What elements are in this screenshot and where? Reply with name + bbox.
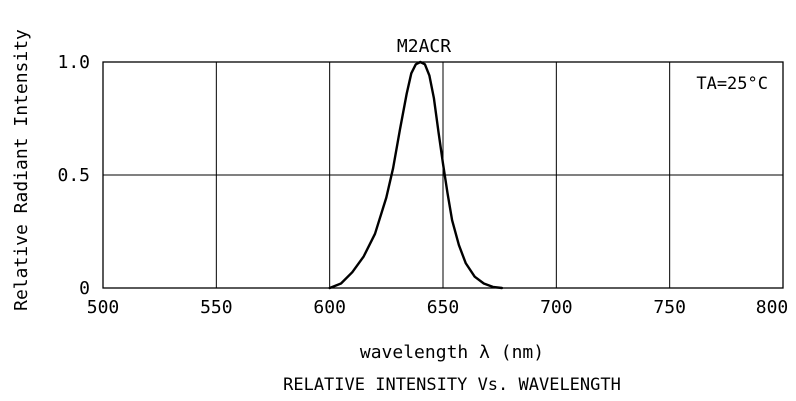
x-tick-label: 800 xyxy=(756,297,789,318)
y-tick-label: 0 xyxy=(79,278,90,299)
series-label: M2ACR xyxy=(397,36,451,57)
x-tick-label: 700 xyxy=(540,297,573,318)
x-tick-label: 600 xyxy=(313,297,346,318)
y-tick-labels: 0 0.5 1.0 xyxy=(57,52,90,299)
y-tick-label: 0.5 xyxy=(57,165,90,186)
plot-frame xyxy=(102,61,784,289)
chart-title: RELATIVE INTENSITY Vs. WAVELENGTH xyxy=(283,375,621,395)
x-axis-label: wavelength λ (nm) xyxy=(360,342,544,363)
x-tick-label: 650 xyxy=(427,297,460,318)
x-tick-label: 500 xyxy=(87,297,120,318)
grid xyxy=(103,62,783,288)
x-tick-label: 550 xyxy=(200,297,233,318)
x-tick-labels: 500 550 600 650 700 750 800 xyxy=(87,297,789,318)
x-tick-label: 750 xyxy=(653,297,686,318)
y-tick-label: 1.0 xyxy=(57,52,90,73)
temperature-annotation: TA=25°C xyxy=(696,74,768,94)
y-axis-label: Relative Radiant Intensity xyxy=(11,29,32,311)
series-line xyxy=(328,60,504,290)
